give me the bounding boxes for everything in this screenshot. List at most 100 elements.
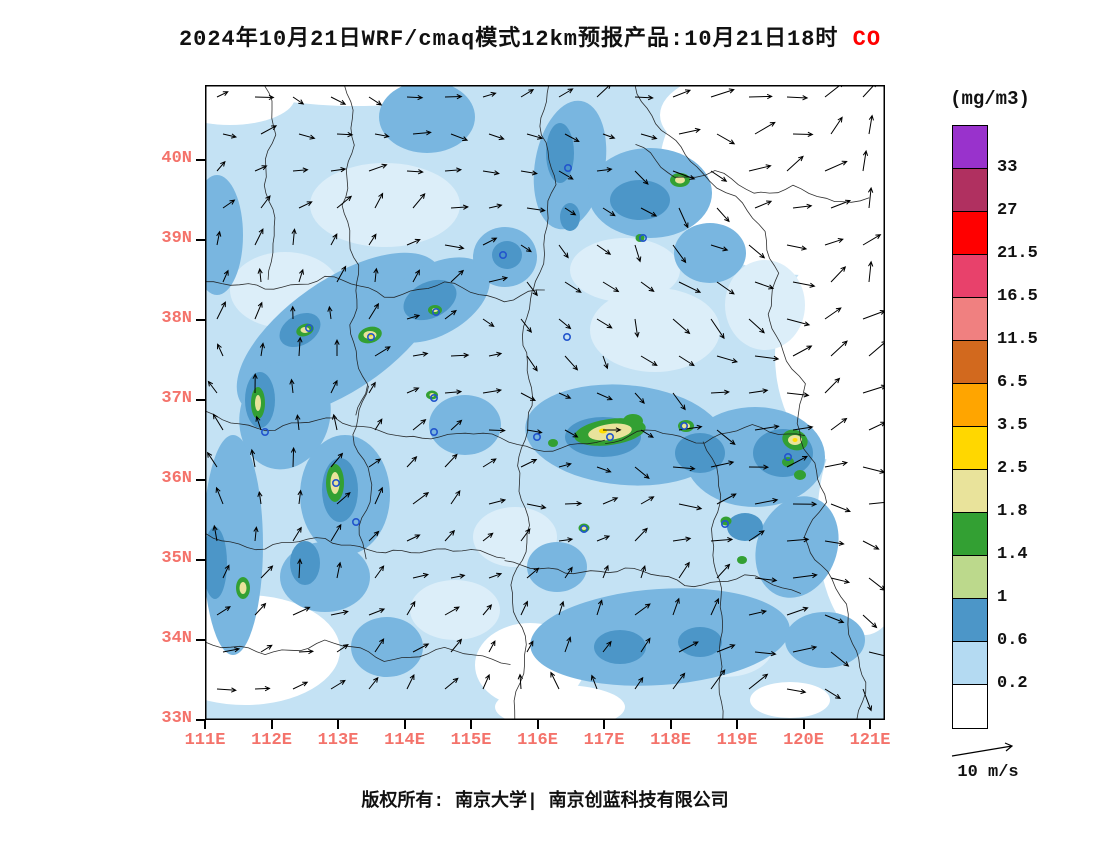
- colorbar-boundary-label: 33: [997, 158, 1018, 177]
- wind-arrow: [634, 318, 640, 338]
- city-marker: [679, 421, 688, 430]
- wind-arrow: [374, 638, 385, 653]
- wind-arrow: [748, 318, 765, 334]
- lon-tick-mark: [802, 720, 805, 729]
- wind-arrow: [330, 96, 347, 105]
- wind-arrow: [862, 149, 869, 172]
- wind-arrow: [216, 160, 226, 172]
- province-boundary-line: [352, 385, 373, 560]
- wind-arrow: [488, 498, 507, 505]
- lat-tick-label: 39N: [161, 229, 192, 248]
- wind-arrow: [786, 688, 807, 695]
- wind-arrow: [250, 448, 256, 468]
- wind-arrow: [786, 155, 804, 172]
- wind-arrow: [754, 650, 777, 657]
- colorbar-units-label: (mg/m3): [950, 88, 1030, 110]
- wind-arrow: [260, 565, 274, 579]
- province-boundary-line: [634, 85, 867, 720]
- wind-arrow: [710, 170, 728, 182]
- wind-arrow: [292, 167, 309, 173]
- wind-arrow: [792, 501, 818, 507]
- colorbar-boundary-label: 6.5: [997, 373, 1028, 392]
- wind-arrow: [450, 352, 470, 358]
- wind-arrow: [406, 534, 421, 542]
- colorbar-segment: [953, 212, 987, 255]
- city-marker: [605, 432, 614, 441]
- wind-arrow: [222, 269, 229, 283]
- wind-arrow: [368, 233, 377, 246]
- lat-tick-label: 34N: [161, 629, 192, 648]
- wind-arrow: [412, 643, 430, 653]
- wind-arrow: [254, 94, 275, 101]
- wind-arrow: [824, 238, 844, 246]
- wind-arrow: [830, 417, 848, 431]
- wind-arrow: [672, 318, 691, 335]
- wind-arrow: [482, 532, 494, 542]
- wind-arrow: [634, 527, 648, 542]
- wind-arrow: [558, 537, 574, 543]
- wind-arrow: [412, 130, 432, 136]
- wind-arrow: [862, 384, 885, 394]
- lon-tick-label: 117E: [583, 731, 625, 750]
- province-boundary-line: [635, 144, 870, 203]
- wind-arrow: [252, 373, 258, 394]
- lon-tick-mark: [869, 720, 871, 729]
- wind-arrow: [868, 651, 885, 659]
- wind-arrow: [292, 526, 302, 542]
- wind-arrow: [215, 486, 224, 505]
- province-boundary-line: [504, 560, 801, 594]
- wind-arrow: [330, 167, 347, 173]
- lon-tick-label: 111E: [184, 731, 226, 750]
- colorbar-boundary-label: 27: [997, 201, 1018, 220]
- wind-arrow: [368, 163, 388, 172]
- wind-arrow: [374, 192, 384, 209]
- city-marker: [563, 164, 572, 173]
- wind-arrow: [634, 95, 654, 101]
- wind-arrow: [444, 606, 460, 616]
- wind-arrow: [786, 606, 809, 616]
- city-marker: [783, 452, 792, 461]
- city-marker: [562, 333, 571, 342]
- lat-tick-label: 38N: [161, 309, 192, 328]
- wind-arrow: [290, 446, 297, 468]
- lon-tick-label: 112E: [251, 731, 292, 750]
- wind-arrow: [222, 647, 241, 653]
- wind-arrow: [672, 89, 692, 98]
- wind-arrow: [678, 503, 703, 511]
- wind-arrow: [374, 346, 391, 357]
- wind-arrow: [558, 600, 565, 616]
- wind-arrow: [830, 116, 843, 135]
- lat-tick-label: 37N: [161, 389, 192, 408]
- wind-arrow: [748, 244, 766, 259]
- wind-arrow: [406, 456, 418, 468]
- wind-arrow: [596, 244, 612, 255]
- wind-arrow: [590, 674, 598, 690]
- wind-arrow: [558, 462, 572, 468]
- lon-tick-mark: [736, 720, 738, 729]
- wind-arrow: [257, 267, 263, 283]
- wind-arrow: [792, 281, 816, 288]
- wind-arrow: [216, 301, 226, 320]
- province-boundary-line: [510, 290, 533, 720]
- city-marker: [498, 251, 507, 260]
- colorbar-segment: [953, 642, 987, 685]
- wind-arrow: [634, 392, 645, 404]
- wind-arrow: [520, 528, 531, 542]
- city-markers: [260, 164, 792, 533]
- wind-arrow: [520, 318, 533, 334]
- city-marker: [579, 524, 588, 533]
- wind-arrow: [672, 536, 692, 542]
- wind-arrow: [488, 203, 503, 209]
- wind-arrow: [327, 305, 333, 320]
- wind-arrow: [336, 644, 349, 653]
- wind-arrow: [450, 133, 469, 142]
- city-marker: [260, 427, 269, 436]
- province-boundary-line: [532, 85, 557, 291]
- wind-arrow: [672, 672, 686, 690]
- wind-arrow: [558, 318, 572, 330]
- wind-arrow: [640, 496, 655, 505]
- wind-arrow: [206, 451, 218, 468]
- wind-arrow: [754, 200, 773, 209]
- lat-tick-mark: [196, 159, 205, 161]
- wind-arrow: [450, 419, 463, 431]
